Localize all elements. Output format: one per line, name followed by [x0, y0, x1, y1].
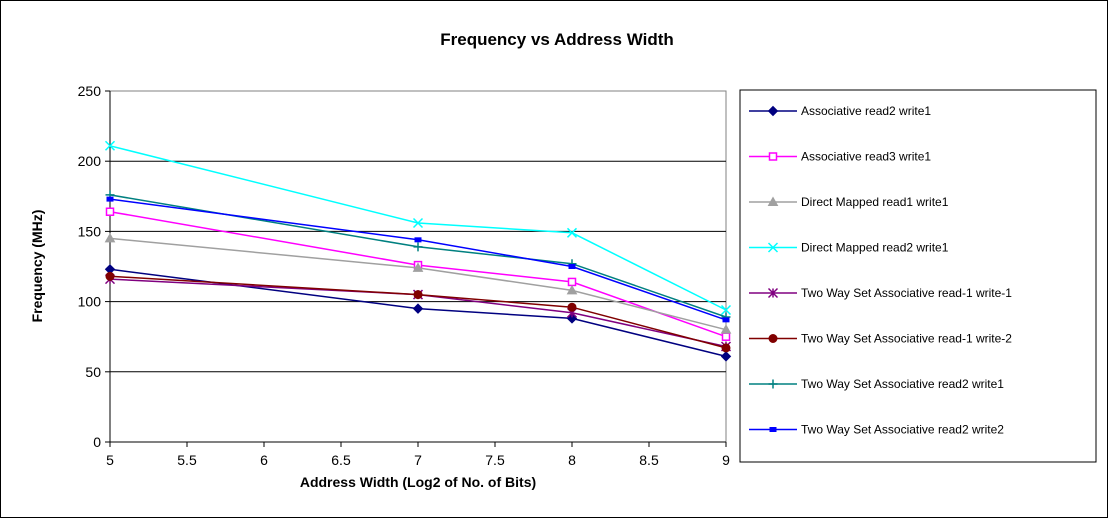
x-tick-label: 6 — [260, 452, 268, 468]
series-line — [109, 237, 727, 331]
legend-label: Two Way Set Associative read-1 write-2 — [801, 332, 1012, 346]
y-tick-label: 150 — [78, 223, 102, 239]
chart-title: Frequency vs Address Width — [440, 30, 674, 49]
data-point — [720, 351, 732, 362]
legend-entry: Two Way Set Associative read-1 write-1 — [749, 286, 1012, 300]
legend-swatch-marker — [767, 196, 779, 206]
legend-label: Direct Mapped read2 write1 — [801, 241, 949, 255]
y-axis-label: Frequency (MHz) — [29, 210, 45, 323]
series-4 — [104, 140, 732, 316]
legend-label: Associative read3 write1 — [801, 150, 931, 164]
series-3 — [104, 232, 732, 334]
y-tick-label: 50 — [85, 364, 101, 380]
legend-swatch-marker — [767, 242, 779, 253]
data-point — [105, 271, 115, 281]
data-point — [720, 324, 732, 334]
data-point — [721, 332, 731, 341]
series-line — [109, 198, 727, 321]
data-point — [567, 277, 577, 287]
x-tick-label: 8 — [568, 452, 576, 468]
y-tick-label: 250 — [78, 83, 102, 99]
data-point — [568, 264, 576, 269]
series-8 — [106, 196, 730, 323]
legend-label: Two Way Set Associative read2 write2 — [801, 423, 1004, 437]
legend-swatch-marker — [768, 334, 778, 343]
legend-entry: Direct Mapped read2 write1 — [749, 241, 949, 255]
data-point — [721, 343, 731, 353]
x-tick-label: 8.5 — [639, 452, 659, 468]
legend-entry: Two Way Set Associative read-1 write-2 — [749, 332, 1012, 346]
x-tick-label: 7.5 — [485, 452, 505, 468]
data-point — [566, 313, 578, 324]
series-1 — [104, 264, 732, 362]
y-tick-label: 100 — [78, 294, 102, 310]
legend-label: Two Way Set Associative read-1 write-1 — [801, 286, 1012, 300]
legend-entry: Associative read3 write1 — [749, 150, 931, 164]
data-point — [105, 207, 115, 216]
data-point — [413, 242, 423, 252]
legend-entry: Two Way Set Associative read2 write1 — [749, 377, 1004, 391]
legend — [739, 89, 1097, 463]
legend-swatch-marker — [767, 287, 779, 299]
data-point — [412, 262, 424, 272]
data-point — [413, 290, 423, 300]
legend-entry: Associative read2 write1 — [749, 104, 931, 118]
x-tick-label: 5 — [106, 452, 114, 468]
x-tick-label: 7 — [414, 452, 422, 468]
legend-entry: Direct Mapped read1 write1 — [749, 195, 949, 209]
series-line — [109, 275, 727, 349]
legend-swatch-marker — [769, 427, 777, 432]
legend-entries: Associative read2 write1 Associative read… — [749, 104, 1012, 437]
x-tick-label: 5.5 — [177, 452, 197, 468]
series-6 — [105, 271, 731, 353]
series-layer — [104, 140, 732, 362]
y-tick-label: 0 — [93, 434, 101, 450]
legend-entry: Two Way Set Associative read2 write2 — [749, 423, 1004, 437]
data-point — [414, 237, 422, 243]
grid-lines — [110, 160, 726, 373]
legend-swatch-marker — [768, 379, 778, 389]
data-point — [104, 140, 116, 151]
series-line — [109, 194, 727, 318]
data-point — [566, 284, 578, 295]
series-line — [109, 278, 727, 348]
x-axis-label: Address Width (Log2 of No. of Bits) — [300, 474, 536, 490]
data-point — [106, 196, 114, 202]
legend-label: Direct Mapped read1 write1 — [801, 195, 949, 209]
axes: 0 50 100 150 200 250 5 5.5 6 6.5 7 7.5 8 8.5 9 — [78, 83, 730, 468]
y-tick-label: 200 — [78, 153, 102, 169]
data-point — [722, 317, 730, 323]
legend-label: Associative read2 write1 — [801, 104, 931, 118]
data-point — [567, 302, 577, 312]
series-line — [109, 145, 727, 311]
legend-swatch-marker — [768, 152, 778, 161]
data-point — [104, 232, 116, 243]
series-line — [109, 268, 727, 358]
x-tick-label: 6.5 — [331, 452, 351, 468]
legend-label: Two Way Set Associative read2 write1 — [801, 377, 1004, 391]
x-tick-label: 9 — [722, 452, 730, 468]
data-point — [412, 303, 424, 314]
data-point — [720, 304, 732, 316]
legend-swatch-marker — [767, 105, 779, 117]
data-point — [412, 217, 424, 229]
series-7 — [105, 190, 731, 322]
data-point — [566, 227, 578, 238]
